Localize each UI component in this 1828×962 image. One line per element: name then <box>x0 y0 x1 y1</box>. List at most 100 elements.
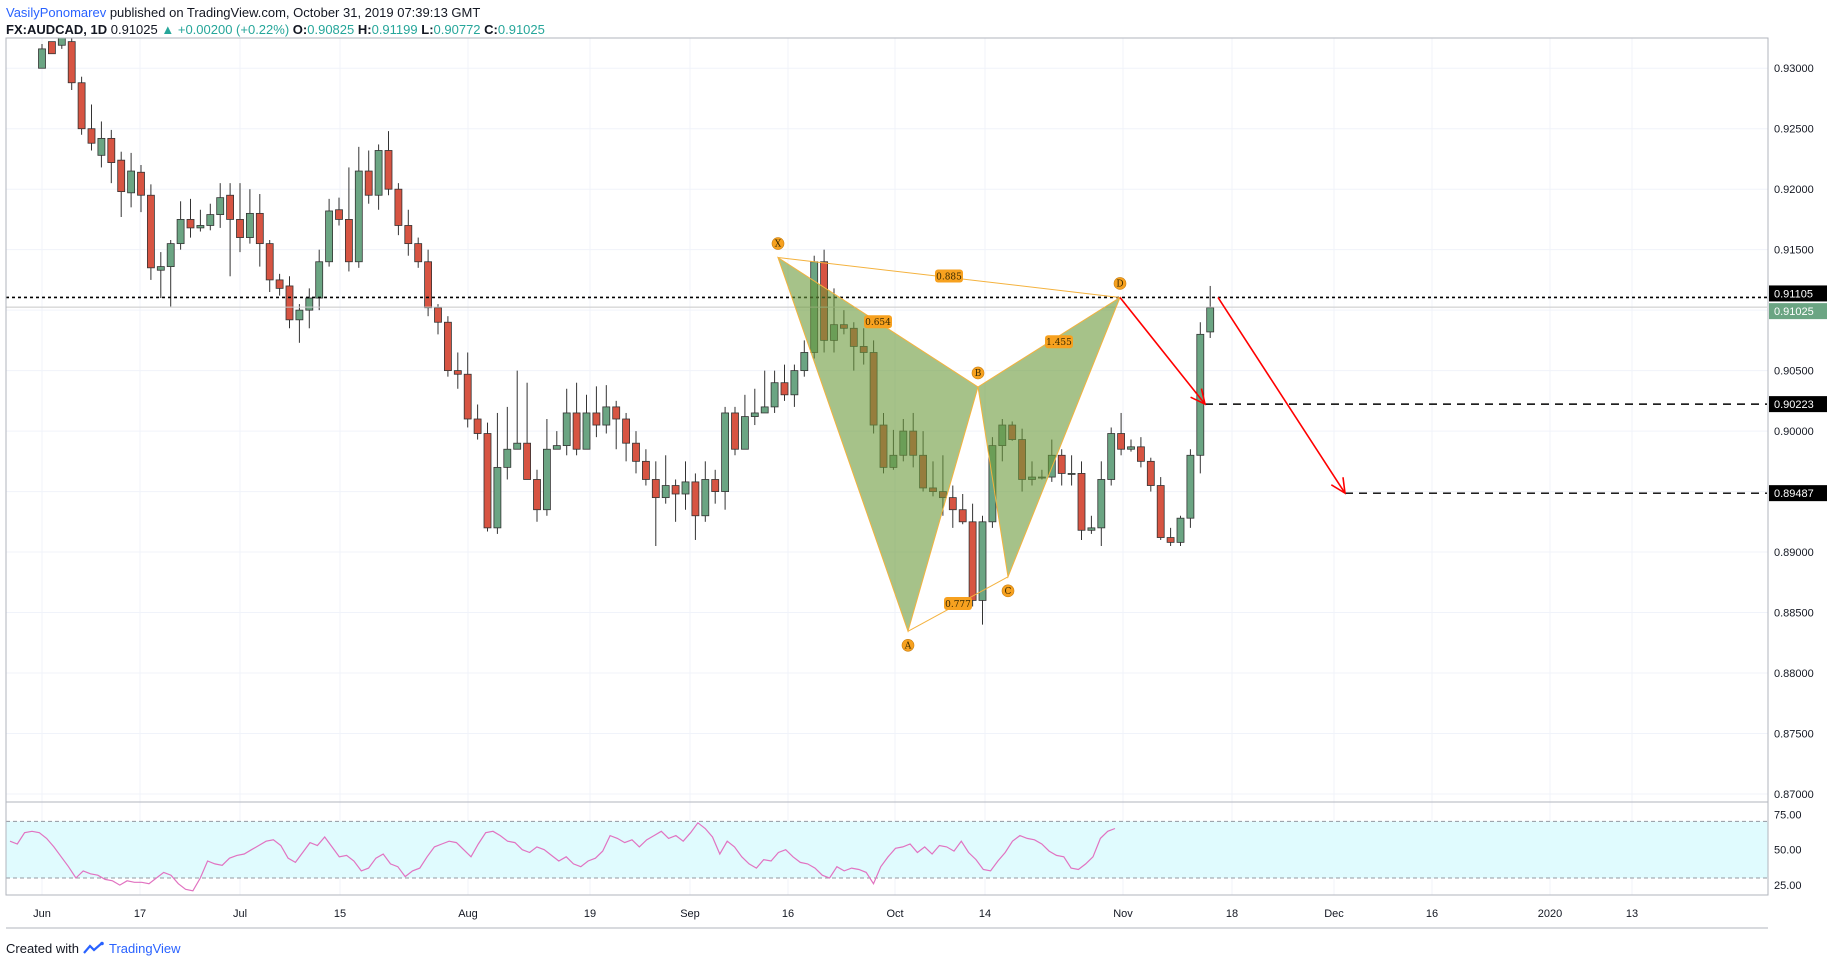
y-tick-label: 0.90000 <box>1774 426 1814 438</box>
candle <box>335 197 343 226</box>
candle-body <box>384 150 393 190</box>
candle <box>790 364 799 407</box>
tradingview-link[interactable]: TradingView <box>108 940 181 956</box>
candle <box>1206 285 1215 338</box>
candle-body <box>671 485 680 495</box>
close-label: C: <box>484 22 498 37</box>
published-text: published on TradingView.com, October 31… <box>109 5 481 20</box>
ratio-label-bg <box>1045 335 1073 349</box>
candle <box>701 461 710 522</box>
candle <box>572 382 581 456</box>
candle-body <box>443 321 452 372</box>
candle <box>344 167 353 272</box>
candle-body <box>1117 433 1125 450</box>
candle <box>533 469 541 522</box>
y-tick-label: 0.92500 <box>1774 124 1814 136</box>
candle-body <box>206 214 215 226</box>
price-label-bg <box>1769 285 1827 302</box>
x-tick-label: 13 <box>1626 908 1638 920</box>
projection-arrows[interactable] <box>1119 296 1347 495</box>
candle-body <box>1087 527 1096 531</box>
candle-body <box>166 243 175 268</box>
x-tick-label: Aug <box>458 908 478 920</box>
candle <box>493 412 502 534</box>
candle-body <box>701 479 710 517</box>
candle-body <box>97 137 106 156</box>
x-tick-label: 19 <box>584 908 596 920</box>
x-tick-label: 16 <box>782 908 794 920</box>
candle-body <box>562 412 571 447</box>
y-tick-label: 0.88000 <box>1774 668 1814 680</box>
candle-body <box>453 370 462 375</box>
candle <box>582 394 591 450</box>
candle-body <box>156 266 165 271</box>
candle <box>275 273 284 296</box>
candle <box>265 239 274 292</box>
candle-body <box>1097 479 1106 529</box>
ohlc-line: FX:AUDCAD, 1D 0.91025 ▲ +0.00200 (+0.22%… <box>6 21 1506 38</box>
close-value: 0.91025 <box>497 22 545 37</box>
candle <box>513 370 522 450</box>
candle-body <box>424 261 433 309</box>
created-with-text: Created with <box>6 940 79 956</box>
symbol-label: FX:AUDCAD, 1D <box>6 22 108 37</box>
candle <box>1146 457 1155 492</box>
x-tick-label: Jun <box>33 908 51 920</box>
y-tick-label: 0.90500 <box>1774 366 1814 378</box>
candle-body <box>958 509 967 523</box>
projection-arrow[interactable] <box>1119 296 1206 405</box>
axes-layer: 0.930000.925000.920000.915000.910000.905… <box>5 37 1827 929</box>
candle <box>711 469 720 504</box>
candle <box>592 386 601 438</box>
candle-body <box>374 150 383 196</box>
candle-body <box>632 442 640 462</box>
price-label-bg <box>1769 485 1827 502</box>
candle-body <box>790 370 799 396</box>
price-label: 0.91025 <box>1774 306 1814 318</box>
candle <box>1166 527 1175 546</box>
candle <box>691 473 700 540</box>
candle-body <box>245 212 254 238</box>
candle-body <box>1176 517 1185 543</box>
tradingview-logo-icon <box>83 941 104 954</box>
candle <box>661 455 670 504</box>
candle-body <box>255 212 264 245</box>
candle-body <box>1156 485 1165 538</box>
candle <box>1097 461 1106 546</box>
candle <box>216 183 225 228</box>
candle-body <box>285 285 294 321</box>
candle-body <box>1077 473 1086 531</box>
y-tick-label: 0.88500 <box>1774 608 1814 620</box>
candle <box>1107 427 1116 486</box>
candle-body <box>463 373 472 420</box>
candle <box>146 184 155 280</box>
candle-body <box>948 497 957 511</box>
candle <box>1057 449 1066 486</box>
candle-body <box>117 159 126 193</box>
rsi-tick-label: 50.00 <box>1774 845 1802 857</box>
candle-body <box>721 412 729 492</box>
harmonic-pattern[interactable]: X A B C D 0.885 0.654 1.455 0.777 <box>771 237 1127 652</box>
candle <box>156 252 165 299</box>
pattern-point-label: D <box>1116 279 1123 289</box>
candle-body <box>711 479 720 492</box>
author-link[interactable]: VasilyPonomarev <box>6 5 107 20</box>
candle-body <box>968 521 977 601</box>
candle <box>948 485 957 528</box>
x-tick-label: Dec <box>1324 908 1344 920</box>
x-tick-label: 2020 <box>1538 908 1562 920</box>
candle <box>97 121 106 168</box>
price-label-bg <box>1769 303 1827 320</box>
candle <box>186 198 195 238</box>
candle <box>424 249 433 317</box>
candle <box>681 461 690 510</box>
candle-body <box>1166 537 1175 543</box>
candle-body <box>364 170 373 196</box>
projection-arrow[interactable] <box>1217 297 1346 494</box>
x-tick-label: Jul <box>233 908 247 920</box>
candle-body <box>642 460 650 480</box>
low-label: L: <box>421 22 434 37</box>
candle <box>731 406 739 456</box>
candle <box>117 151 126 218</box>
